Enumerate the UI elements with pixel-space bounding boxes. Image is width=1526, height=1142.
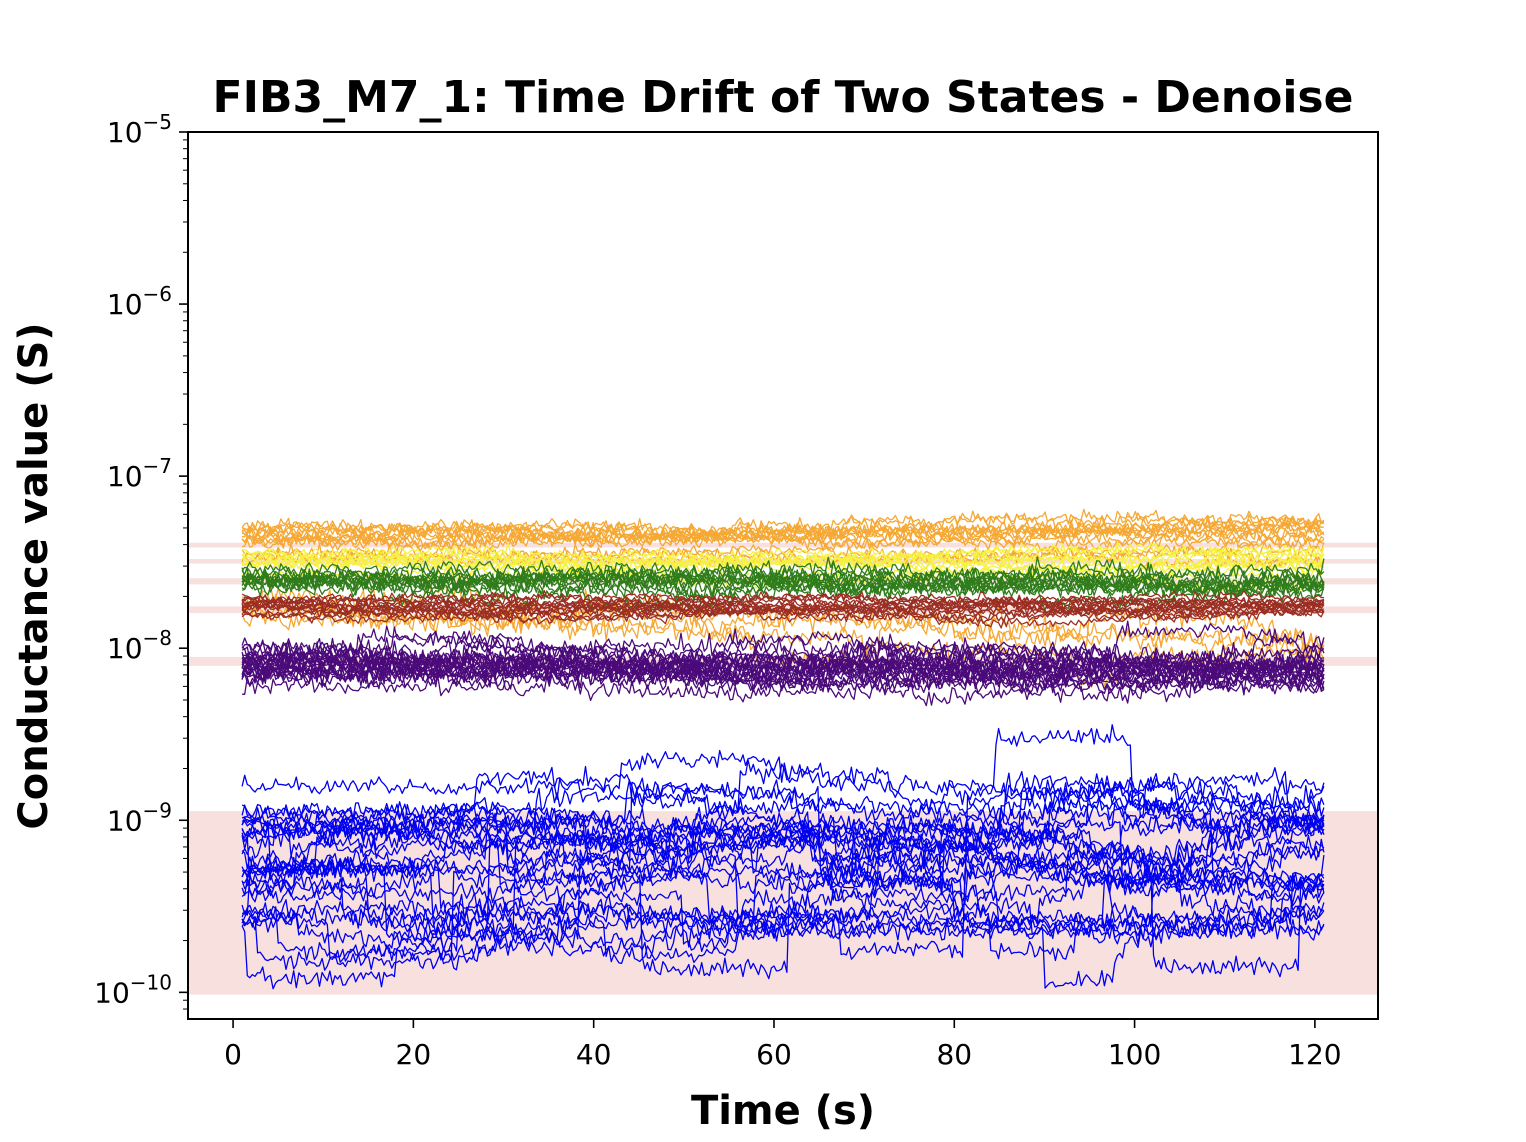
series-lines — [241, 508, 1325, 990]
x-tick-label: 60 — [756, 1038, 792, 1071]
series-line — [241, 517, 1325, 539]
series-line — [241, 659, 1325, 696]
series-line — [241, 556, 1325, 587]
y-tick-label: 10−8 — [107, 626, 172, 665]
y-axis-ticks: 10−10 10−9 10−8 10−7 10−6 10−5 — [94, 110, 188, 1010]
series-line — [241, 510, 1325, 543]
x-axis-label: Time (s) — [691, 1088, 875, 1134]
series-line — [241, 777, 1325, 875]
x-tick-label: 0 — [224, 1038, 242, 1071]
series-line — [241, 794, 1325, 894]
shaded-band — [188, 542, 1378, 548]
y-tick-label: 10−9 — [107, 798, 172, 837]
series-line — [241, 840, 1325, 932]
series-line — [241, 508, 1325, 542]
y-tick-label: 10−7 — [107, 454, 172, 493]
series-line — [241, 807, 1325, 903]
x-tick-label: 80 — [936, 1038, 972, 1071]
series-line — [241, 759, 1325, 870]
series-line — [241, 767, 1325, 891]
plot-frame — [187, 131, 1379, 1020]
y-tick-label: 10−5 — [107, 110, 172, 149]
series-line — [241, 646, 1325, 678]
series-line — [241, 598, 1325, 619]
series-line — [241, 792, 1325, 893]
series-line — [242, 663, 1325, 707]
series-line — [241, 603, 1325, 623]
series-line — [241, 864, 1325, 945]
y-axis-label: Conductance value (S) — [11, 322, 57, 829]
series-line — [241, 887, 1325, 936]
series-line — [242, 541, 1325, 564]
series-line — [241, 876, 1324, 971]
series-line — [241, 625, 1324, 675]
series-line — [241, 882, 1325, 953]
series-line — [241, 658, 1325, 693]
series-line — [241, 588, 1325, 661]
series-line — [241, 542, 1325, 567]
x-tick-label: 20 — [396, 1038, 432, 1071]
series-line — [241, 549, 1325, 572]
series-line — [241, 591, 1325, 615]
x-tick-label: 100 — [1108, 1038, 1161, 1071]
series-line — [242, 564, 1325, 596]
x-tick-label: 120 — [1288, 1038, 1341, 1071]
series-line — [241, 590, 1324, 610]
series-line — [241, 823, 1325, 946]
y-tick-label: 10−6 — [107, 282, 172, 321]
series-line — [241, 590, 1324, 612]
series-line — [241, 563, 1325, 614]
x-axis-ticks: 0 20 40 60 80 100 120 — [224, 1019, 1342, 1071]
series-line — [242, 628, 1324, 675]
series-line — [241, 813, 1325, 937]
series-line — [241, 523, 1325, 553]
series-line — [241, 620, 1325, 662]
chart-title: FIB3_M7_1: Time Drift of Two States - De… — [213, 72, 1354, 123]
series-line — [241, 868, 1325, 978]
x-tick-label: 40 — [576, 1038, 612, 1071]
series-line — [241, 541, 1325, 568]
y-tick-label: 10−10 — [94, 970, 172, 1009]
series-line — [241, 640, 1325, 675]
series-line — [242, 773, 1325, 884]
